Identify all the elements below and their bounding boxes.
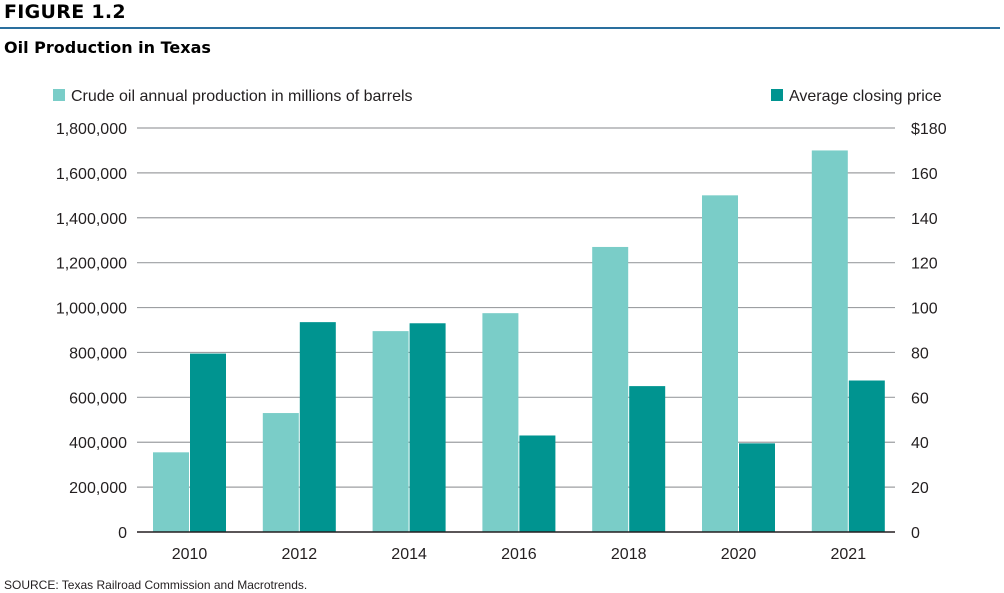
bar-price <box>848 380 885 532</box>
y-left-tick-label: 1,000,000 <box>56 301 127 318</box>
y-left-tick-label: 800,000 <box>69 345 127 362</box>
y-right-tick-label: $180 <box>911 121 947 138</box>
bar-production <box>702 195 738 533</box>
bar-price <box>739 443 775 532</box>
x-tick-label: 2018 <box>611 546 647 563</box>
y-left-tick-label: 1,800,000 <box>56 121 127 138</box>
legend-swatch-price <box>771 89 783 101</box>
y-left-tick-label: 600,000 <box>69 390 127 407</box>
y-left-tick-label: 0 <box>118 525 127 542</box>
bar-production <box>372 331 409 532</box>
x-tick-label: 2016 <box>501 546 537 563</box>
bar-price <box>409 323 446 532</box>
y-right-tick-label: 0 <box>911 525 920 542</box>
x-tick-label: 2020 <box>721 546 757 563</box>
bar-price <box>190 353 226 532</box>
y-right-tick-label: 140 <box>911 211 938 228</box>
bar-production <box>482 313 519 532</box>
x-tick-label: 2012 <box>282 546 318 563</box>
legend-swatch-production <box>53 89 65 101</box>
legend-label-production: Crude oil annual production in millions … <box>71 88 413 105</box>
y-left-tick-label: 1,400,000 <box>56 211 127 228</box>
y-left-tick-label: 400,000 <box>69 435 127 452</box>
y-right-tick-label: 80 <box>911 345 929 362</box>
y-right-tick-label: 20 <box>911 480 929 497</box>
bar-price <box>629 386 666 532</box>
y-right-tick-label: 100 <box>911 301 938 318</box>
bar-production <box>592 246 629 532</box>
y-right-tick-label: 60 <box>911 390 929 407</box>
header-rule <box>0 27 1000 29</box>
x-tick-label: 2010 <box>172 546 208 563</box>
chart-title: Oil Production in Texas <box>4 38 211 57</box>
bar-production <box>262 413 299 532</box>
y-right-tick-label: 160 <box>911 166 938 183</box>
figure-label: FIGURE 1.2 <box>4 1 126 23</box>
bar-production <box>153 452 189 532</box>
bar-production <box>811 150 848 532</box>
y-left-tick-label: 1,200,000 <box>56 256 127 273</box>
y-left-tick-label: 200,000 <box>69 480 127 497</box>
x-tick-label: 2014 <box>391 546 427 563</box>
bar-price <box>519 435 556 532</box>
x-tick-label: 2021 <box>831 546 867 563</box>
bar-price <box>299 322 336 532</box>
y-left-tick-label: 1,600,000 <box>56 166 127 183</box>
y-right-tick-label: 120 <box>911 256 938 273</box>
legend-label-price: Average closing price <box>789 88 942 105</box>
y-right-tick-label: 40 <box>911 435 929 452</box>
source-note: SOURCE: Texas Railroad Commission and Ma… <box>4 578 308 592</box>
